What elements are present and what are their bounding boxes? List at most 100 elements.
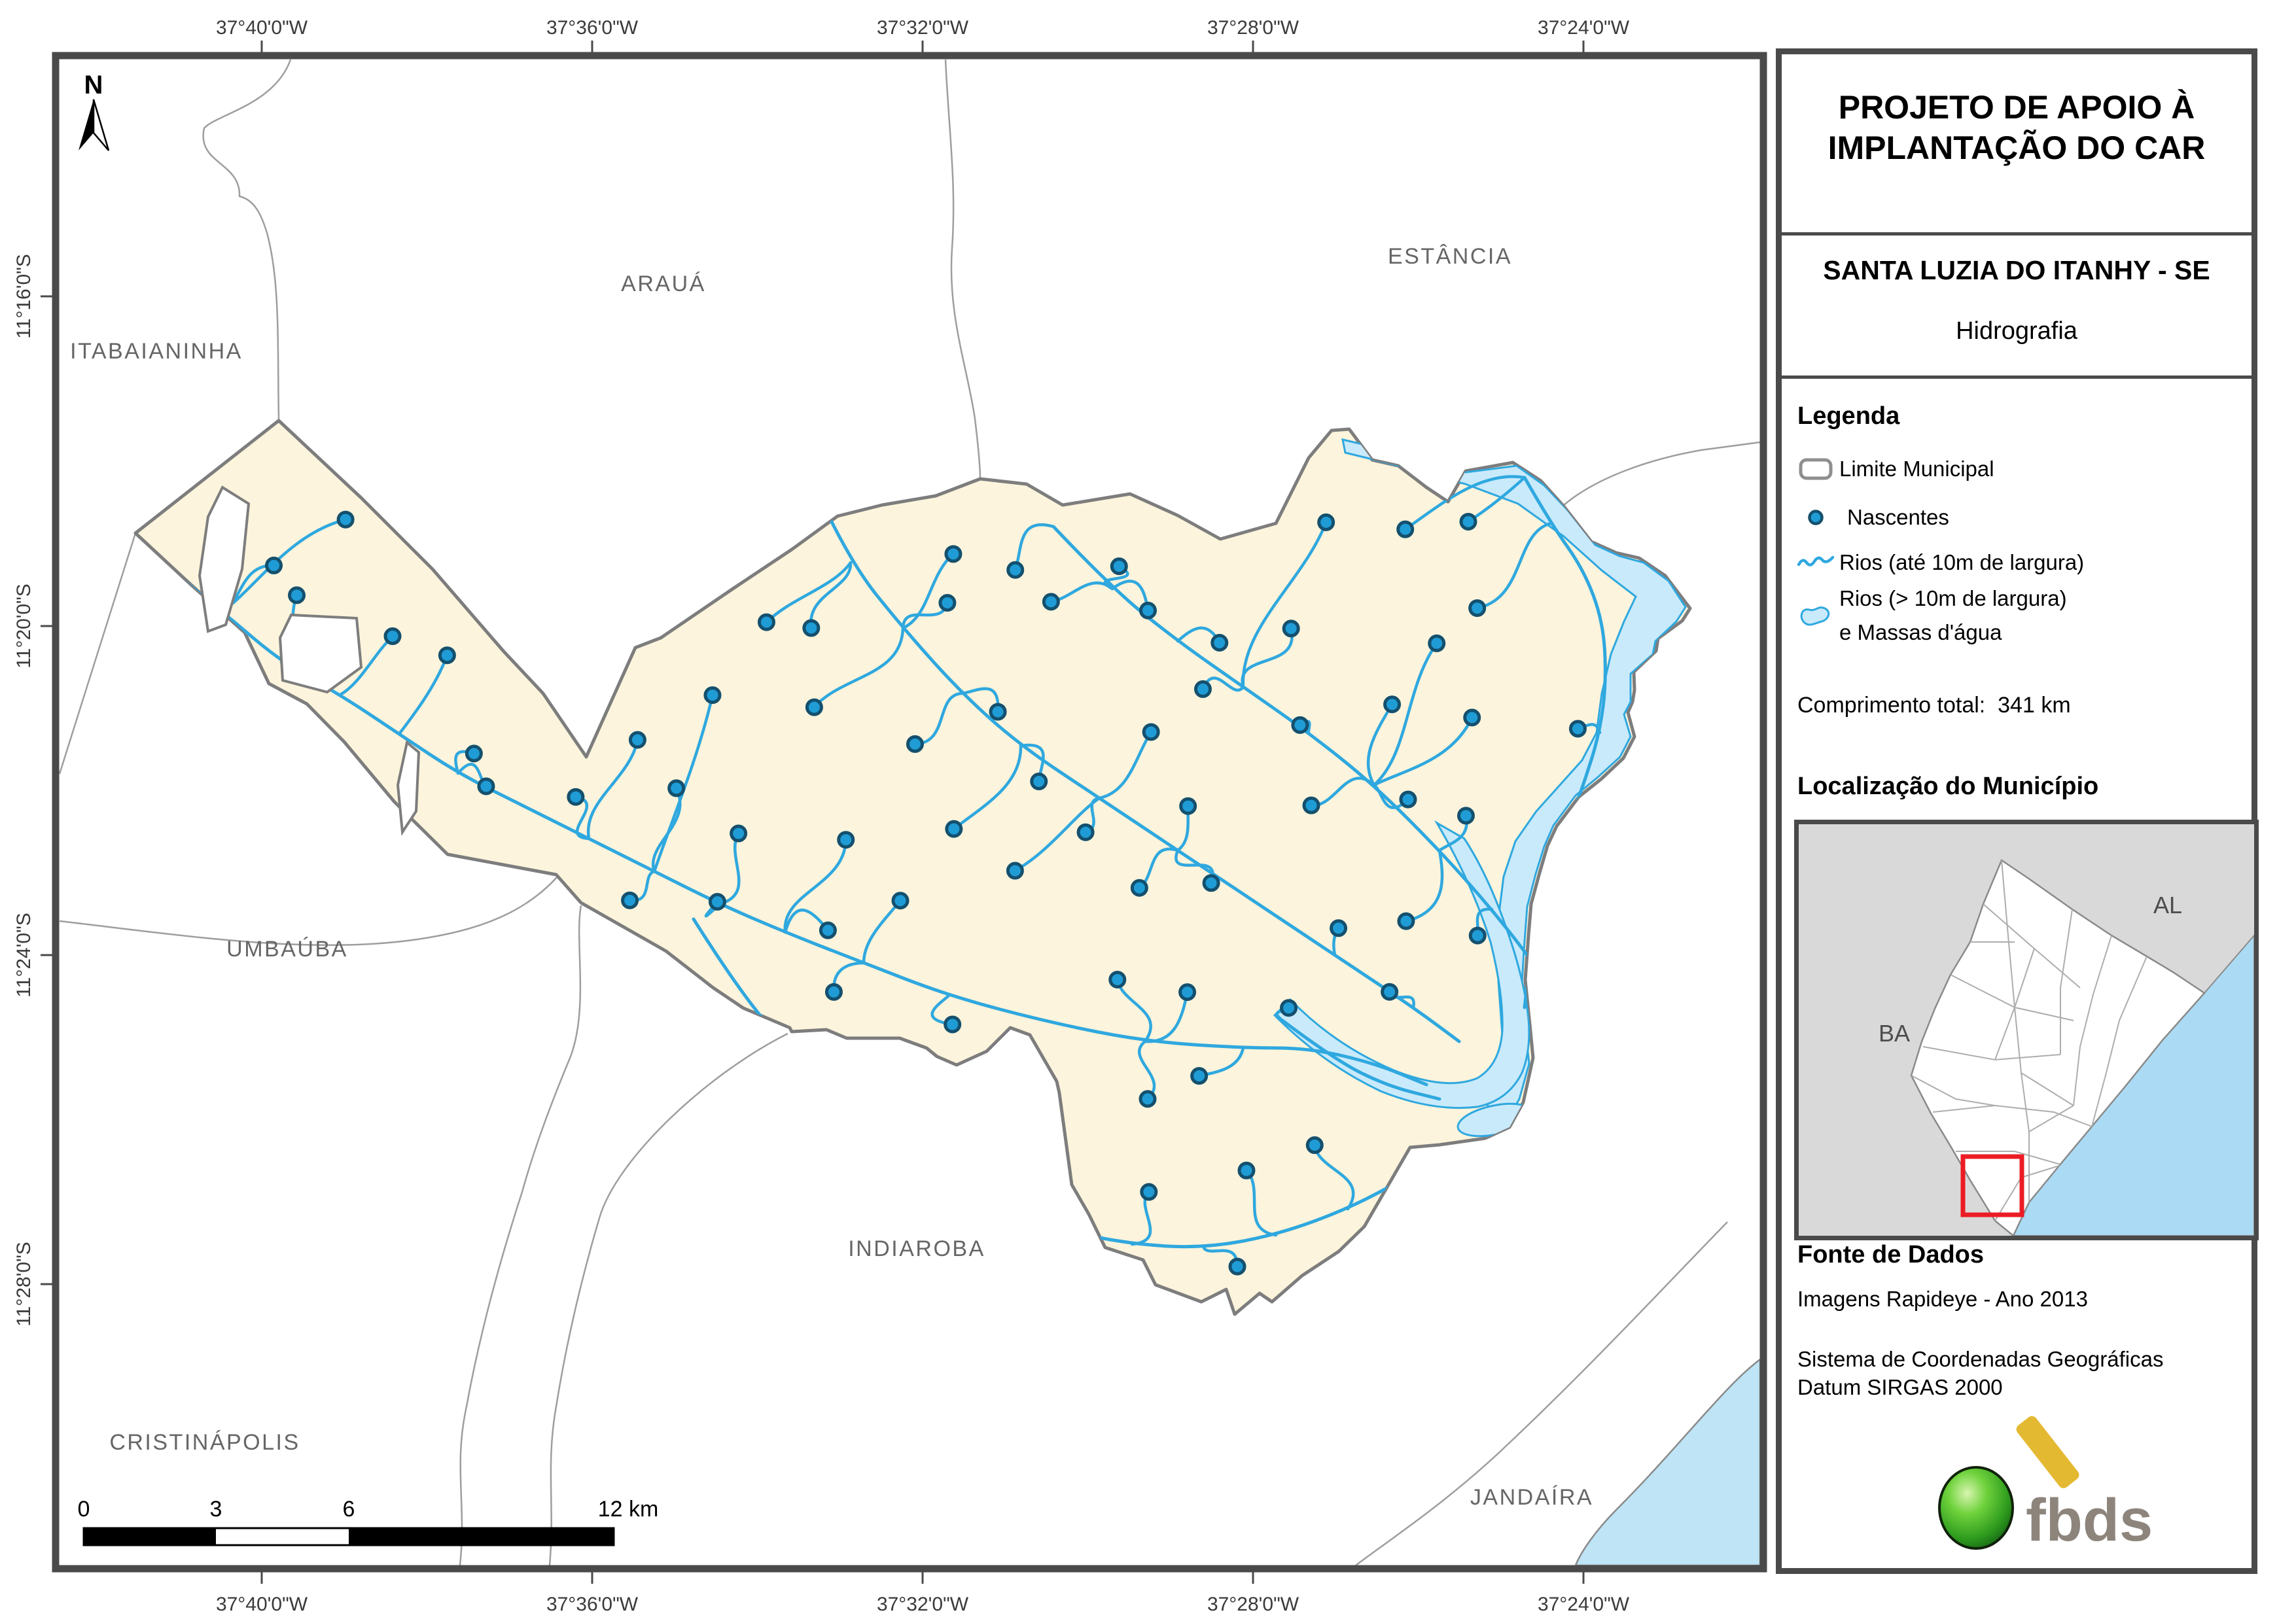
nascente-dot: [1110, 557, 1128, 576]
legend-item-massas: Rios (> 10m de largura) e Massas d'água: [1797, 582, 2067, 650]
nascente-dot: [1076, 823, 1095, 841]
river-line: [952, 744, 1023, 831]
river-line: [809, 561, 853, 630]
river-line: [1241, 521, 1328, 689]
river-line: [1372, 642, 1438, 787]
legend-item-label: Nascentes: [1847, 505, 1949, 529]
map-label: ESTÂNCIA: [1388, 244, 1512, 269]
scalebar-label: 12 km: [598, 1497, 659, 1522]
legend-item-nascentes: Nascentes: [1797, 500, 1949, 534]
legend-item-label: Rios (até 10m de largura): [1839, 550, 2085, 574]
locator-line: [1994, 1007, 2015, 1060]
source-line: Sistema de Coordenadas Geográficas: [1797, 1347, 2164, 1371]
axis-label: 37°36'0"W: [546, 17, 639, 39]
neighbor-boundary-line: [1563, 441, 1761, 506]
nascente-dot: [906, 735, 924, 753]
north-arrow-right: [92, 99, 110, 151]
map-theme: Hidrografia: [1956, 317, 2077, 345]
legend-title: Legenda: [1797, 402, 1900, 430]
north-label: N: [84, 71, 103, 99]
scale-bar: 0 3 6 12 km: [78, 1497, 659, 1546]
river-line: [1097, 730, 1153, 800]
neighbor-boundary-line: [459, 905, 582, 1566]
river-line: [397, 654, 449, 736]
nascente-dot: [1280, 999, 1298, 1017]
river-line: [1174, 848, 1214, 885]
nascente-dot: [703, 686, 722, 705]
nascente-dot: [1202, 874, 1220, 892]
river-line: [930, 994, 954, 1026]
map-frame-rect: [52, 52, 1767, 1573]
river-line: [1313, 1143, 1355, 1211]
neighbor-boundary-line: [1355, 1221, 1728, 1566]
map-label: ARAUÁ: [621, 271, 706, 296]
scalebar-label: 0: [78, 1497, 90, 1522]
nascente-dot: [802, 619, 821, 637]
nascente-dot: [1139, 1090, 1157, 1108]
nascente-dot: [1108, 971, 1127, 989]
axis-label: 11°28'0"S: [13, 1242, 35, 1327]
locator-line: [2073, 935, 2112, 1106]
nascente-dot: [805, 698, 823, 716]
logo-sphere-icon: [1938, 1466, 2014, 1550]
river-line: [765, 561, 853, 624]
river-line: [1372, 716, 1474, 787]
divider: [1782, 232, 2252, 236]
nascente-dot: [1459, 512, 1477, 531]
municipality-shape: [133, 419, 1692, 1316]
nascente-dot: [1381, 983, 1399, 1001]
north-arrow: N: [79, 71, 110, 151]
river-line: [1366, 703, 1394, 787]
nascente-dot: [1282, 620, 1300, 638]
axis-label: 11°16'0"S: [13, 254, 35, 339]
data-source-title: Fonte de Dados: [1797, 1241, 1985, 1268]
municipality-polygon: [133, 419, 1692, 1316]
axis-label: 37°24'0"W: [1538, 1594, 1630, 1615]
axis-label: 37°32'0"W: [877, 1594, 969, 1615]
river-line: [338, 635, 395, 697]
neighbor-boundaries: [58, 59, 1761, 1566]
source-line: Imagens Rapideye - Ano 2013: [1797, 1287, 2088, 1311]
nascente-dot: [1139, 601, 1157, 620]
locator-line: [1956, 1151, 2061, 1165]
neighbor-boundary-line: [944, 59, 981, 480]
nascente-dot: [1291, 716, 1309, 734]
small-lake: [1605, 936, 1617, 945]
river-line: [1280, 1019, 1441, 1101]
nascente-dot: [288, 586, 306, 604]
river-line: [1014, 796, 1101, 873]
municipality-name: SANTA LUZIA DO ITANHY - SE: [1823, 255, 2210, 285]
nascente-dot: [477, 777, 495, 795]
nascente-dot: [336, 510, 355, 529]
title-line-2: IMPLANTAÇÃO DO CAR: [1828, 130, 2206, 166]
axis-label: 11°24'0"S: [13, 913, 35, 998]
nascente-dot: [1228, 1257, 1246, 1276]
nascente-dot: [944, 545, 963, 563]
nascente-dot: [1397, 912, 1415, 930]
map-label: ITABAIANINHA: [70, 339, 243, 364]
river-line: [1245, 1169, 1278, 1237]
locator-line: [2021, 1072, 2074, 1106]
neighbor-boundary-line: [58, 532, 137, 775]
spring-dot-icon: [1797, 506, 1847, 529]
scalebar-segment: [216, 1528, 349, 1545]
river-line: [718, 831, 741, 906]
neighbor-boundary-line: [59, 876, 558, 946]
nascente-dot: [891, 892, 910, 910]
river-line: [901, 552, 955, 630]
title-line-1: PROJETO DE APOIO À: [1838, 89, 2195, 126]
enclave: [278, 613, 363, 694]
scalebar-outline: [82, 1527, 615, 1546]
neighbor-boundary-line: [548, 1032, 788, 1566]
nascente-dot: [438, 646, 456, 665]
locator-label: BA: [1879, 1020, 1910, 1047]
scalebar-segment: [349, 1528, 614, 1545]
axis-label: 37°28'0"W: [1207, 1594, 1299, 1615]
legend-item-label: Rios (> 10m de largura) e Massas d'água: [1839, 586, 2067, 644]
river-line: [1404, 475, 1527, 531]
municipality-enclaves: [198, 485, 421, 836]
nascente-dot: [1468, 926, 1487, 945]
river-line: [651, 786, 682, 873]
nascente-dot: [1428, 634, 1446, 652]
nascentes-dots: [265, 510, 1587, 1276]
